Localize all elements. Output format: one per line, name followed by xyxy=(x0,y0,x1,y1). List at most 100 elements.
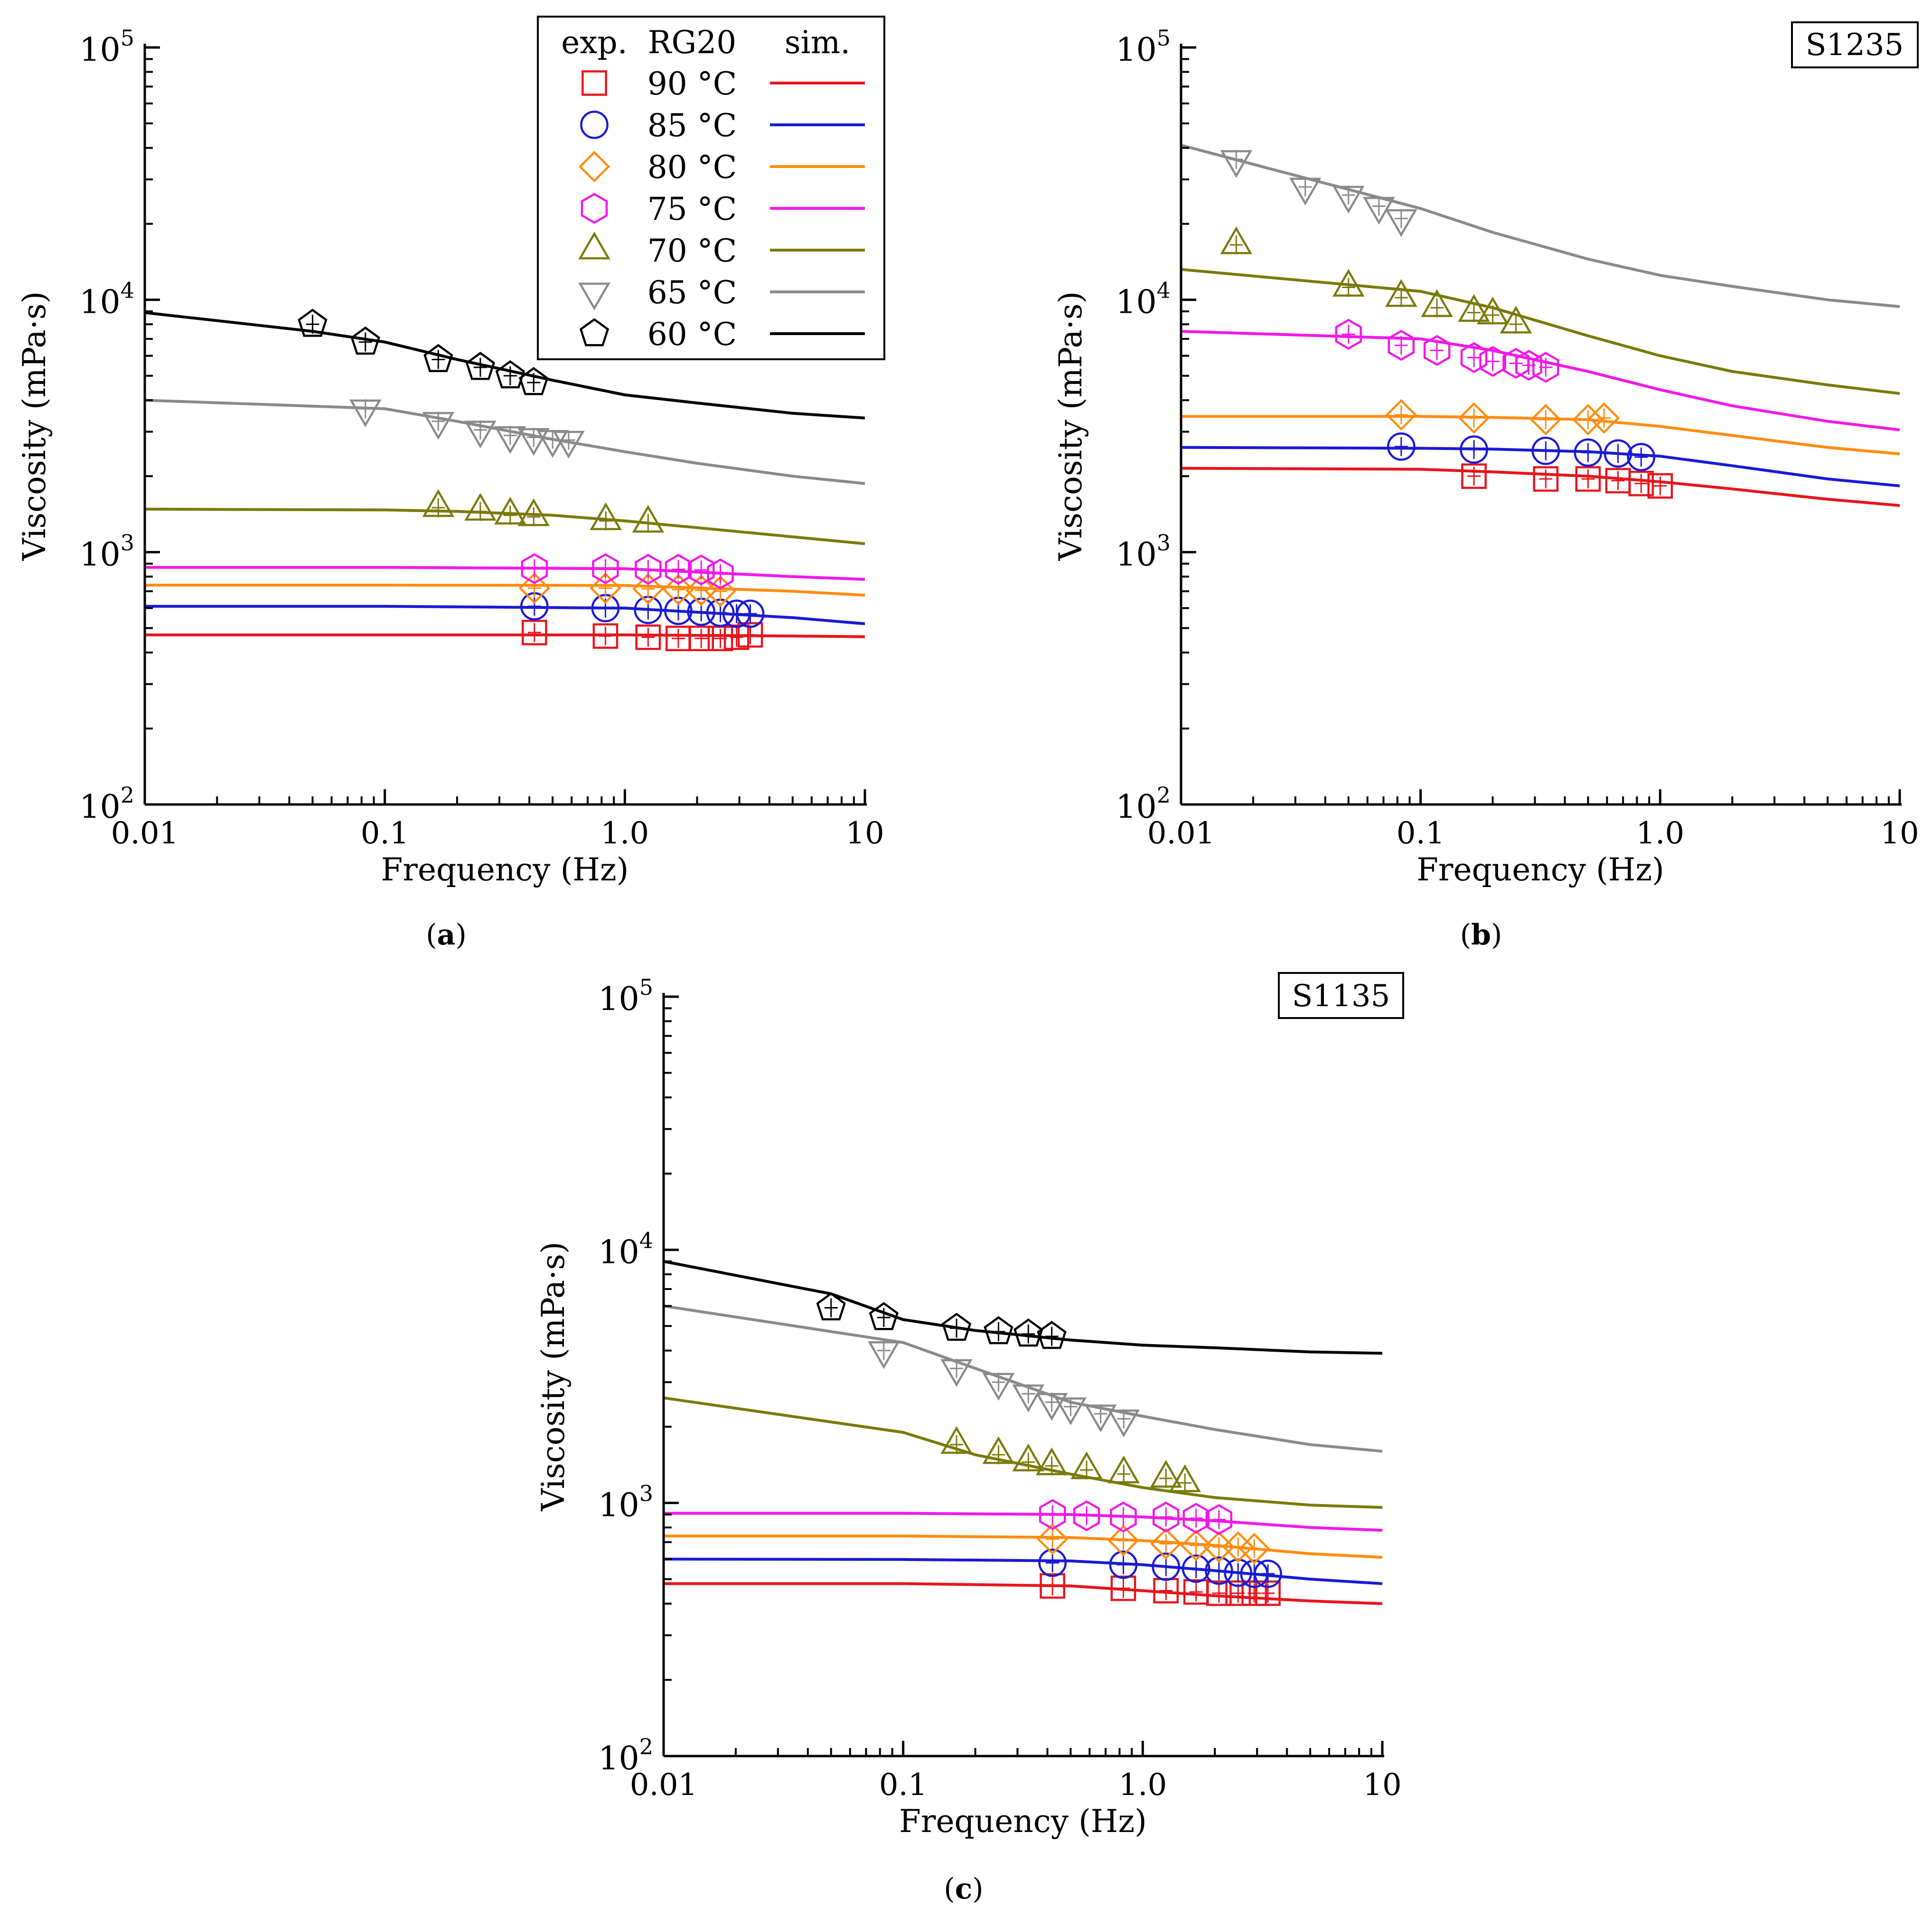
exp-point xyxy=(592,623,619,649)
exp-point xyxy=(1110,1575,1136,1601)
exp-point xyxy=(635,553,662,585)
legend-row-65: 65 °C xyxy=(578,274,865,311)
legend-row-80: 80 °C xyxy=(578,149,865,186)
exp-series-70 xyxy=(422,489,665,533)
sim-line-65 xyxy=(663,1304,1383,1453)
tag-box-c: S1135 xyxy=(1278,972,1404,1019)
tag-frame-b xyxy=(1791,21,1919,68)
exp-point xyxy=(1254,1560,1282,1588)
sim-line-65 xyxy=(144,399,865,485)
legend-header-sim: sim. xyxy=(785,24,851,61)
y-tick-label: 104 xyxy=(598,1227,653,1271)
exp-point xyxy=(519,367,549,395)
y-tick-label: 105 xyxy=(598,974,653,1018)
exp-point xyxy=(1037,1523,1069,1555)
exp-point xyxy=(521,553,548,584)
exp-series-70 xyxy=(940,1426,1201,1493)
exp-series-80 xyxy=(1385,399,1620,436)
legend-label: 65 °C xyxy=(647,274,737,311)
y-tick-label: 104 xyxy=(79,278,134,321)
exp-point xyxy=(1224,1558,1253,1587)
legend-marker xyxy=(581,70,607,96)
exp-point xyxy=(869,1302,899,1330)
exp-point xyxy=(1460,435,1488,464)
legend-row-85: 85 °C xyxy=(580,107,865,144)
exp-point xyxy=(941,1312,972,1341)
exp-point xyxy=(592,553,619,584)
chart-panel-b: 102 103 104 105 0.01 0.1 1.0 10 Frequency (Hz) Vi… xyxy=(1052,21,1919,952)
sim-line-75 xyxy=(1181,330,1900,431)
legend-label: 60 °C xyxy=(647,316,737,353)
exp-series-75 xyxy=(1039,1499,1233,1535)
x-tick-label: 0.1 xyxy=(879,1767,928,1803)
exp-point xyxy=(1150,1528,1182,1560)
exp-point xyxy=(1388,330,1415,361)
legend-header-exp: exp. xyxy=(561,24,628,61)
exp-point xyxy=(1458,402,1490,434)
exp-point xyxy=(1152,1552,1181,1581)
exp-point xyxy=(1038,1548,1067,1577)
exp-series-75 xyxy=(1335,318,1559,383)
exp-point xyxy=(1531,437,1560,465)
exp-point xyxy=(590,572,621,604)
exp-point xyxy=(1040,1573,1066,1599)
exp-point xyxy=(1628,470,1654,496)
exp-point xyxy=(1073,1500,1100,1532)
exp-point xyxy=(521,619,547,645)
exp-point xyxy=(1039,1499,1066,1530)
legend-rows: 90 °C 85 °C 80 °C 75 °C 70 °C 65 °C 60 °C xyxy=(578,65,865,353)
x-tick-label: 1.0 xyxy=(1118,1767,1167,1803)
exp-series-65 xyxy=(349,399,585,459)
y-axis-title: Viscosity (mPa·s) xyxy=(535,1242,572,1512)
exp-point xyxy=(704,575,736,607)
axes-a: 102 103 104 105 0.01 0.1 1.0 10 Frequency (Hz) Vi… xyxy=(16,25,884,888)
exp-point xyxy=(1387,432,1416,461)
exp-point xyxy=(1037,1320,1067,1349)
exp-series-90 xyxy=(521,619,763,652)
y-tick-label: 102 xyxy=(1116,782,1171,826)
sim-line-60 xyxy=(663,1260,1383,1355)
exp-series-80 xyxy=(518,572,736,607)
exp-point xyxy=(736,599,765,628)
exp-series-80 xyxy=(1037,1523,1270,1565)
plot-marks-b xyxy=(1181,143,1900,507)
exp-series-90 xyxy=(1040,1573,1281,1606)
sim-line-70 xyxy=(144,507,865,545)
exp-point xyxy=(1647,473,1673,499)
exp-point xyxy=(1206,1580,1232,1606)
y-tick-label: 103 xyxy=(598,1481,653,1524)
exp-point xyxy=(1530,404,1562,436)
exp-series-85 xyxy=(1038,1548,1282,1588)
exp-point xyxy=(1205,1504,1233,1535)
exp-series-75 xyxy=(521,553,734,589)
legend-header-name: RG20 xyxy=(648,24,736,61)
exp-point xyxy=(1385,399,1417,431)
exp-point xyxy=(984,1316,1013,1345)
sim-line-90 xyxy=(664,1582,1383,1605)
x-axis-title: Frequency (Hz) xyxy=(899,1803,1147,1840)
exp-point xyxy=(816,1292,846,1321)
exp-point xyxy=(1238,1533,1270,1565)
x-tick-label: 0.01 xyxy=(1147,816,1215,851)
exp-point xyxy=(1110,1501,1137,1533)
exp-series-65 xyxy=(1220,150,1417,237)
exp-point xyxy=(350,326,380,355)
y-axis-title: Viscosity (mPa·s) xyxy=(1052,291,1089,561)
x-tick-label: 1.0 xyxy=(600,816,649,851)
axes-b: 102 103 104 105 0.01 0.1 1.0 10 Frequency (Hz) Vi… xyxy=(1052,25,1919,888)
x-axis-title: Frequency (Hz) xyxy=(381,851,629,888)
exp-point xyxy=(1204,1556,1233,1585)
x-tick-label: 0.01 xyxy=(111,816,179,851)
panel-label-a: (a) xyxy=(426,918,467,952)
sim-line-85 xyxy=(663,1558,1383,1585)
exp-point xyxy=(707,558,734,589)
sim-line-75 xyxy=(664,1512,1383,1532)
legend-marker xyxy=(581,193,608,224)
legend-marker xyxy=(578,150,610,183)
exp-point xyxy=(1109,1551,1138,1579)
y-tick-label: 103 xyxy=(1116,530,1171,573)
sim-line-60 xyxy=(144,311,865,420)
x-tick-label: 1.0 xyxy=(1636,816,1684,851)
plot-marks-c xyxy=(663,1260,1383,1606)
